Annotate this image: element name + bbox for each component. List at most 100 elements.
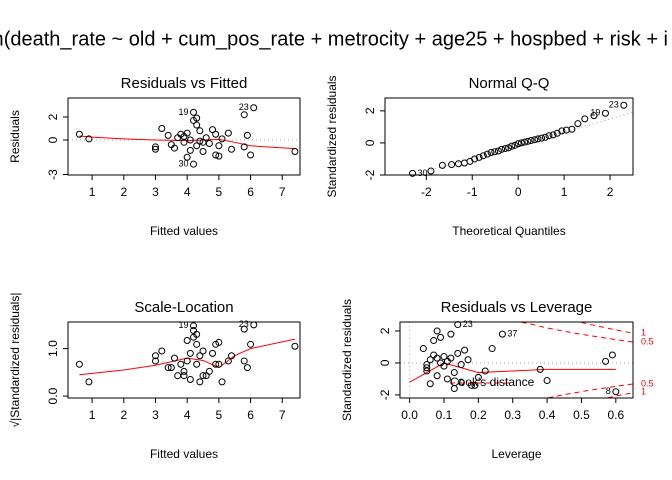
point xyxy=(190,160,198,168)
point xyxy=(440,362,448,370)
point xyxy=(186,136,194,144)
point-label: 23 xyxy=(609,100,619,110)
point xyxy=(228,145,236,153)
point-label: 37 xyxy=(507,329,517,339)
x-tick-label: 0 xyxy=(515,185,522,199)
legend-label: Cook's distance xyxy=(450,375,535,389)
point xyxy=(457,378,465,386)
point-label: 19 xyxy=(178,320,188,330)
cook-level-label: 0.5 xyxy=(641,378,654,388)
point xyxy=(199,148,207,156)
x-tick-label: 6 xyxy=(247,185,254,199)
point xyxy=(536,365,544,373)
point xyxy=(291,342,299,350)
point xyxy=(174,372,182,380)
point xyxy=(581,115,589,123)
x-tick-label: 0.5 xyxy=(573,408,590,422)
point xyxy=(193,121,201,129)
point xyxy=(151,145,159,153)
point xyxy=(183,357,191,365)
x-tick-label: 7 xyxy=(279,408,286,422)
point xyxy=(85,135,93,143)
x-axis-label: Leverage xyxy=(491,447,541,461)
point xyxy=(483,150,491,158)
point xyxy=(488,345,496,353)
point xyxy=(481,367,489,375)
point xyxy=(218,135,226,143)
point xyxy=(423,361,431,369)
point-label: 23 xyxy=(239,102,249,112)
point xyxy=(534,135,542,143)
plot-area xyxy=(68,135,300,150)
point xyxy=(511,141,519,149)
point xyxy=(474,373,482,381)
point xyxy=(590,112,598,120)
point xyxy=(183,129,191,137)
point xyxy=(212,360,220,368)
point xyxy=(180,372,188,380)
point xyxy=(75,360,83,368)
point xyxy=(491,148,499,156)
point xyxy=(450,385,458,393)
point xyxy=(199,372,207,380)
x-tick-label: 3 xyxy=(152,185,159,199)
point xyxy=(467,381,475,389)
x-tick-label: 7 xyxy=(279,185,286,199)
point xyxy=(247,151,255,159)
point xyxy=(205,367,213,375)
y-tick-label: 2 xyxy=(46,113,60,120)
point xyxy=(471,155,479,163)
point xyxy=(433,372,441,380)
point-label: 19 xyxy=(590,108,600,118)
point xyxy=(180,138,188,146)
point xyxy=(215,338,223,346)
point xyxy=(479,152,487,160)
point xyxy=(433,327,441,335)
point xyxy=(193,142,201,150)
point xyxy=(427,167,435,175)
x-tick-label: 1 xyxy=(89,408,96,422)
point xyxy=(209,349,217,357)
panel-title: Scale-Location xyxy=(134,299,233,316)
y-axis-label: Standardized residuals xyxy=(340,299,354,421)
point xyxy=(494,147,502,155)
point xyxy=(193,340,201,348)
point xyxy=(447,354,455,362)
y-tick-label: 1.0 xyxy=(46,340,60,357)
x-tick-label: 6 xyxy=(247,408,254,422)
point xyxy=(250,321,258,329)
point xyxy=(158,347,166,355)
point xyxy=(218,378,226,386)
point xyxy=(461,346,469,354)
point xyxy=(243,131,251,139)
point xyxy=(177,360,185,368)
x-tick-label: 2 xyxy=(120,408,127,422)
point xyxy=(167,364,175,372)
plot-frame xyxy=(67,97,301,176)
x-tick-label: 0.0 xyxy=(401,408,418,422)
plot-frame xyxy=(399,321,634,399)
point xyxy=(199,138,207,146)
point xyxy=(423,364,431,372)
x-tick-label: 0.1 xyxy=(436,408,453,422)
point xyxy=(183,337,191,345)
x-tick-label: 0.4 xyxy=(539,408,556,422)
point xyxy=(430,337,438,345)
point xyxy=(215,360,223,368)
plot-frame xyxy=(67,321,301,399)
point xyxy=(541,133,549,141)
point xyxy=(240,357,248,365)
cook-distance-line xyxy=(517,322,633,343)
point xyxy=(602,357,610,365)
point xyxy=(487,149,495,157)
point xyxy=(196,378,204,386)
point xyxy=(538,134,546,142)
point xyxy=(158,125,166,133)
point xyxy=(426,380,434,388)
point xyxy=(193,360,201,368)
point xyxy=(443,375,451,383)
point xyxy=(433,354,441,362)
point xyxy=(224,129,232,137)
point xyxy=(426,356,434,364)
point xyxy=(620,101,628,109)
